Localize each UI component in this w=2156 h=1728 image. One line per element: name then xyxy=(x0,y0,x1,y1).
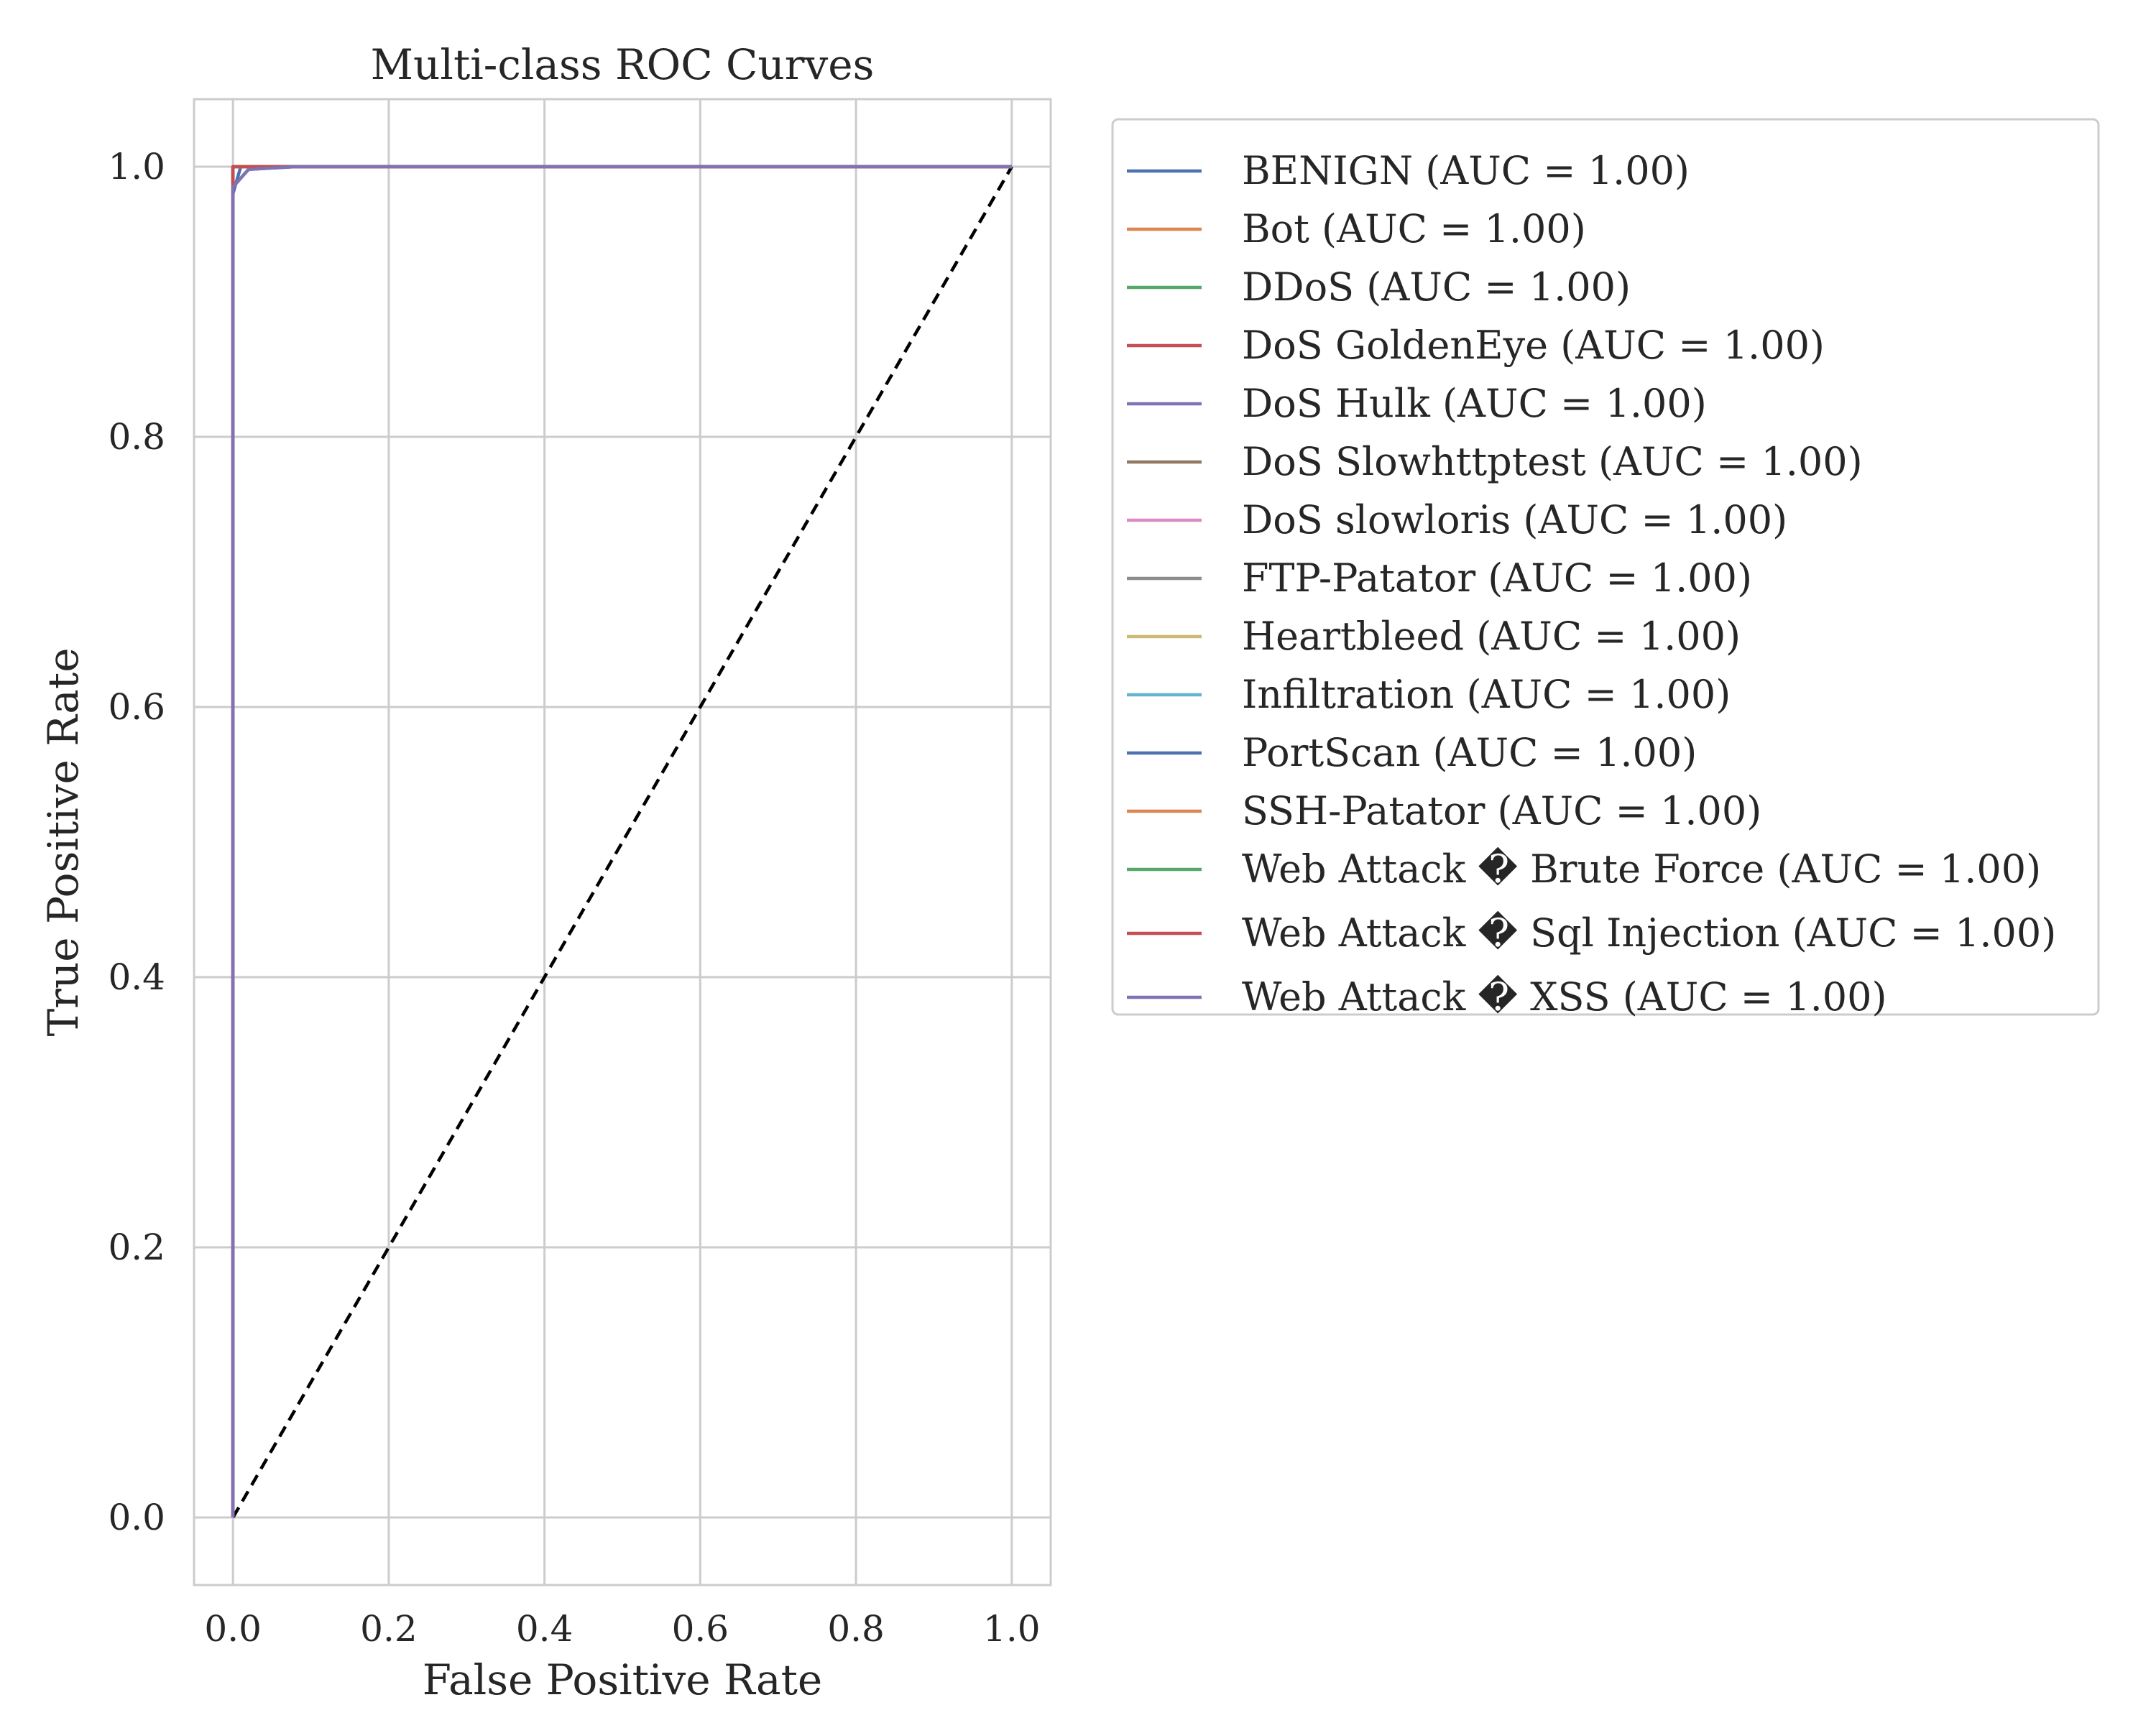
legend-label: Web Attack � XSS (AUC = 1.00) xyxy=(1242,974,1887,1020)
x-tick-label: 0.2 xyxy=(360,1608,418,1650)
legend: BENIGN (AUC = 1.00) Bot (AUC = 1.00) DDoS … xyxy=(1111,118,2100,1020)
y-tick-label: 0.8 xyxy=(108,416,165,458)
y-tick-label: 1.0 xyxy=(108,146,165,188)
x-tick-label: 1.0 xyxy=(983,1608,1041,1650)
legend-label: SSH-Patator (AUC = 1.00) xyxy=(1242,788,1761,833)
legend-label: PortScan (AUC = 1.00) xyxy=(1242,730,1697,775)
y-axis-label: True Positive Rate xyxy=(39,647,88,1036)
series-group xyxy=(231,165,1012,1517)
legend-label: Web Attack � Brute Force (AUC = 1.00) xyxy=(1242,846,2041,892)
legend-label: Heartbleed (AUC = 1.00) xyxy=(1242,614,1741,659)
y-tick-label: 0.2 xyxy=(108,1226,165,1268)
legend-label: Bot (AUC = 1.00) xyxy=(1242,206,1586,251)
x-tick-label: 0.6 xyxy=(672,1608,729,1650)
legend-label: DoS slowloris (AUC = 1.00) xyxy=(1242,497,1787,542)
roc-curve-series-15 xyxy=(231,165,1012,1517)
x-tick-label: 0.0 xyxy=(204,1608,262,1650)
legend-label: BENIGN (AUC = 1.00) xyxy=(1242,148,1690,193)
x-tick-label: 0.4 xyxy=(516,1608,573,1650)
legend-label: Infiltration (AUC = 1.00) xyxy=(1242,672,1731,717)
legend-label: DoS Slowhttptest (AUC = 1.00) xyxy=(1242,439,1863,484)
y-tick-label: 0.0 xyxy=(108,1497,165,1538)
legend-label: FTP-Patator (AUC = 1.00) xyxy=(1242,555,1752,601)
chart-title: Multi-class ROC Curves xyxy=(371,40,875,89)
legend-label: Web Attack � Sql Injection (AUC = 1.00) xyxy=(1242,910,2056,956)
y-tick-label: 0.6 xyxy=(108,686,165,728)
x-ticks: 0.0 0.2 0.4 0.6 0.8 1.0 xyxy=(204,1608,1040,1650)
x-axis-label: False Positive Rate xyxy=(423,1655,822,1704)
plot-frame xyxy=(193,98,1052,1586)
y-tick-label: 0.4 xyxy=(108,956,165,998)
legend-label: DDoS (AUC = 1.00) xyxy=(1242,264,1631,310)
x-tick-label: 0.8 xyxy=(827,1608,885,1650)
legend-label: DoS GoldenEye (AUC = 1.00) xyxy=(1242,323,1825,368)
reference-diagonal-line xyxy=(231,165,1013,1519)
y-ticks: 0.0 0.2 0.4 0.6 0.8 1.0 xyxy=(108,146,165,1538)
legend-label: DoS Hulk (AUC = 1.00) xyxy=(1242,381,1707,426)
legend-frame xyxy=(1111,118,2100,1016)
reference-line-group xyxy=(231,165,1013,1519)
grid xyxy=(194,99,1051,1585)
